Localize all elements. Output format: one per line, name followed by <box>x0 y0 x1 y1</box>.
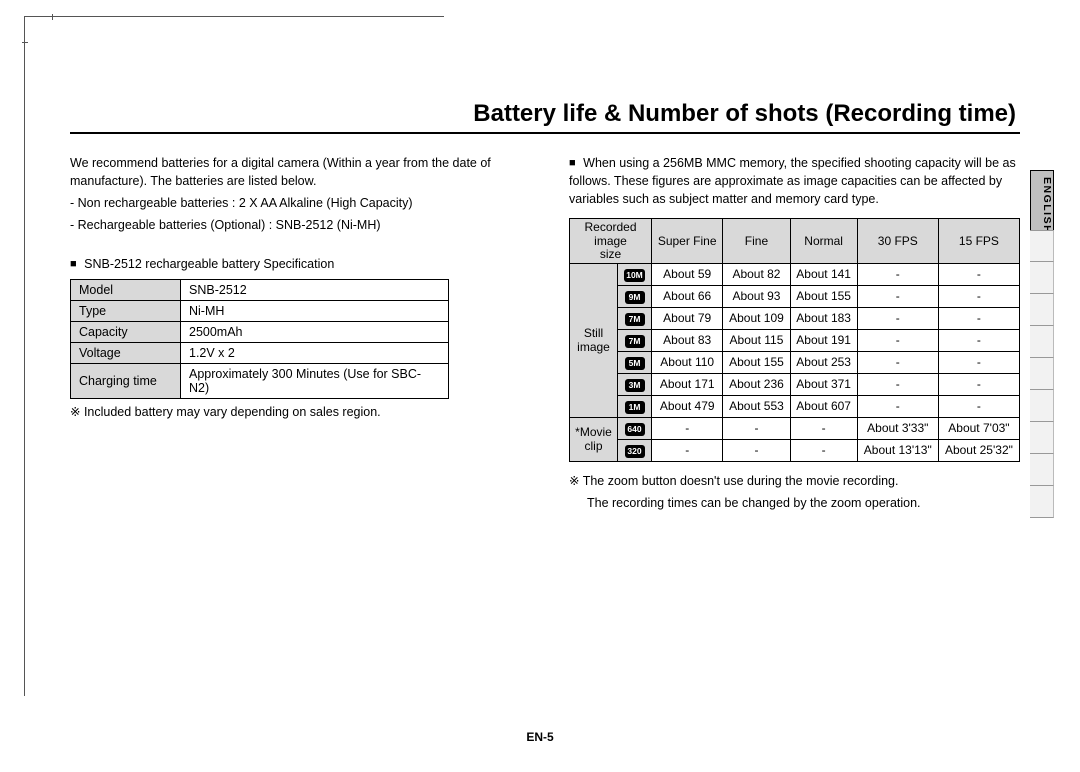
size-icon-cell: 1M <box>618 395 652 417</box>
cell: - <box>938 307 1019 329</box>
spec-value: Approximately 300 Minutes (Use for SBC-N… <box>181 363 449 398</box>
cell: About 109 <box>723 307 790 329</box>
cell: - <box>790 417 857 439</box>
size-icon-cell: 640 <box>618 417 652 439</box>
cell: About 253 <box>790 351 857 373</box>
spec-value: SNB-2512 <box>181 279 449 300</box>
spec-key: Capacity <box>71 321 181 342</box>
size-icon-cell: 320 <box>618 439 652 461</box>
cell: - <box>723 417 790 439</box>
page-number: EN-5 <box>0 730 1080 744</box>
spec-value: Ni-MH <box>181 300 449 321</box>
spec-key: Model <box>71 279 181 300</box>
bullet-square-icon: ■ <box>70 258 77 270</box>
spec-key: Charging time <box>71 363 181 398</box>
battery-spec-table: ModelSNB-2512TypeNi-MHCapacity2500mAhVol… <box>70 279 449 399</box>
cell: About 13'13" <box>857 439 938 461</box>
cell: About 3'33" <box>857 417 938 439</box>
table-header: Fine <box>723 219 790 264</box>
cell: About 79 <box>652 307 723 329</box>
table-header: Recorded imagesize <box>570 219 652 264</box>
cell: - <box>857 307 938 329</box>
size-icon-cell: 10M <box>618 263 652 285</box>
cell: About 155 <box>723 351 790 373</box>
page-title: Battery life & Number of shots (Recordin… <box>70 100 1020 134</box>
capacity-intro: When using a 256MB MMC memory, the speci… <box>569 156 1016 206</box>
table-header: 15 FPS <box>938 219 1019 264</box>
cell: About 110 <box>652 351 723 373</box>
capacity-footnote: ※ The zoom button doesn't use during the… <box>569 472 1020 490</box>
cell: - <box>857 329 938 351</box>
cell: About 82 <box>723 263 790 285</box>
intro-text: We recommend batteries for a digital cam… <box>70 154 521 190</box>
cell: About 171 <box>652 373 723 395</box>
cell: About 66 <box>652 285 723 307</box>
cell: About 115 <box>723 329 790 351</box>
cell: - <box>652 439 723 461</box>
size-icon-cell: 3M <box>618 373 652 395</box>
size-icon-cell: 7M <box>618 329 652 351</box>
spec-value: 2500mAh <box>181 321 449 342</box>
cell: - <box>938 329 1019 351</box>
cell: - <box>857 351 938 373</box>
cell: - <box>857 395 938 417</box>
cell: About 371 <box>790 373 857 395</box>
cell: About 479 <box>652 395 723 417</box>
capacity-footnote: The recording times can be changed by th… <box>587 494 1020 512</box>
crop-mark <box>22 42 28 43</box>
cell: - <box>938 373 1019 395</box>
spec-footnote: ※ Included battery may vary depending on… <box>70 403 521 421</box>
cell: About 7'03" <box>938 417 1019 439</box>
crop-mark <box>24 16 25 696</box>
cell: About 93 <box>723 285 790 307</box>
size-icon-cell: 5M <box>618 351 652 373</box>
spec-key: Type <box>71 300 181 321</box>
cell: - <box>790 439 857 461</box>
side-tabs <box>1030 230 1054 518</box>
cell: - <box>938 263 1019 285</box>
table-header: 30 FPS <box>857 219 938 264</box>
cell: About 141 <box>790 263 857 285</box>
table-header: Normal <box>790 219 857 264</box>
cell: - <box>652 417 723 439</box>
row-group: *Movieclip <box>570 417 618 461</box>
cell: - <box>938 395 1019 417</box>
cell: About 236 <box>723 373 790 395</box>
table-header: Super Fine <box>652 219 723 264</box>
cell: About 607 <box>790 395 857 417</box>
spec-value: 1.2V x 2 <box>181 342 449 363</box>
size-icon-cell: 9M <box>618 285 652 307</box>
battery-spec-line: - Rechargeable batteries (Optional) : SN… <box>70 216 521 234</box>
cell: About 155 <box>790 285 857 307</box>
cell: About 183 <box>790 307 857 329</box>
crop-mark <box>24 16 444 17</box>
cell: About 553 <box>723 395 790 417</box>
row-group: Stillimage <box>570 263 618 417</box>
cell: About 83 <box>652 329 723 351</box>
spec-key: Voltage <box>71 342 181 363</box>
right-column: ■ When using a 256MB MMC memory, the spe… <box>569 150 1020 516</box>
cell: - <box>723 439 790 461</box>
cell: - <box>857 373 938 395</box>
spec-table-header: SNB-2512 rechargeable battery Specificat… <box>84 257 334 271</box>
bullet-square-icon: ■ <box>569 157 576 169</box>
cell: About 191 <box>790 329 857 351</box>
cell: About 59 <box>652 263 723 285</box>
cell: - <box>938 285 1019 307</box>
battery-spec-line: - Non rechargeable batteries : 2 X AA Al… <box>70 194 521 212</box>
cell: - <box>857 285 938 307</box>
cell: - <box>857 263 938 285</box>
capacity-table: Recorded imagesizeSuper FineFineNormal30… <box>569 218 1020 462</box>
size-icon-cell: 7M <box>618 307 652 329</box>
crop-mark <box>52 14 53 20</box>
cell: About 25'32" <box>938 439 1019 461</box>
manual-page: ENGLISH Battery life & Number of shots (… <box>0 0 1080 772</box>
left-column: We recommend batteries for a digital cam… <box>70 150 521 516</box>
cell: - <box>938 351 1019 373</box>
